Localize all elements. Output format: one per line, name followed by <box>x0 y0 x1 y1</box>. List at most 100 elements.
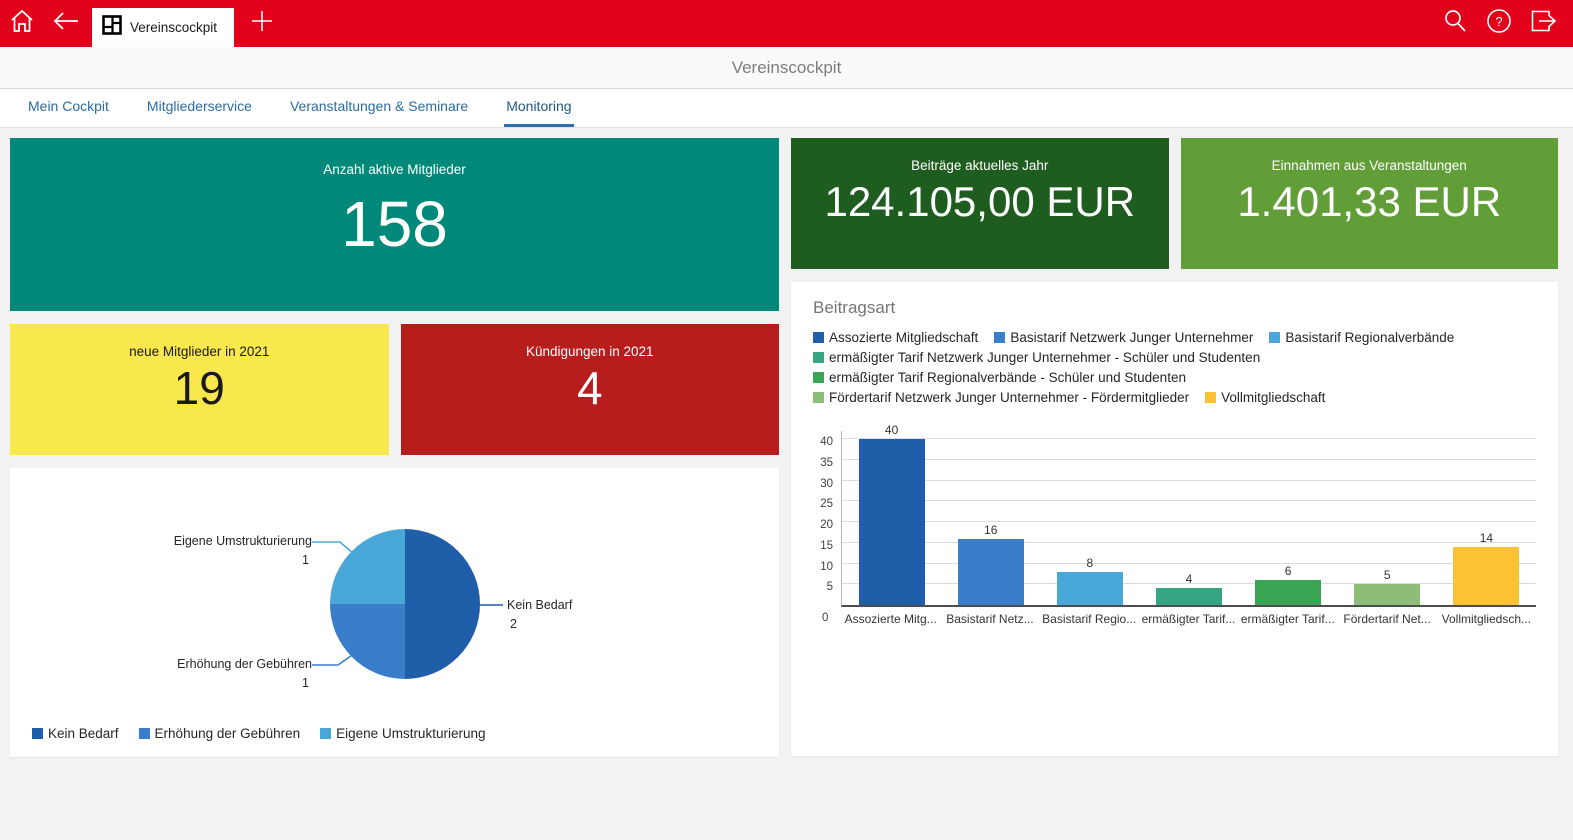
legend-item[interactable]: Kein Bedarf <box>32 726 119 741</box>
y-axis-tick: 20 <box>820 519 833 532</box>
tile-cancellations-label: Kündigungen in 2021 <box>525 344 654 359</box>
bar-chart[interactable]: 5 10 15 20 25 30 35 40 0 40 16 8 4 6 5 14 <box>813 423 1536 624</box>
bar-chart-y-axis: 5 10 15 20 25 30 35 40 <box>813 431 841 607</box>
legend-label: ermäßigter Tarif Netzwerk Junger Unterne… <box>829 350 1261 365</box>
legend-label: Basistarif Regionalverbände <box>1285 330 1455 345</box>
x-axis-category-label: Assozierte Mitg... <box>844 612 937 626</box>
bar[interactable] <box>1155 588 1222 605</box>
legend-swatch <box>813 332 824 343</box>
bar-chart-legend: Assozierte Mitgliedschaft Basistarif Netz… <box>813 330 1536 405</box>
bar[interactable] <box>1255 580 1322 605</box>
back-icon <box>52 10 80 37</box>
legend-swatch <box>1269 332 1281 343</box>
tile-new-members-value: 19 <box>173 362 225 414</box>
bar-value-label: 14 <box>1479 531 1494 546</box>
legend-label: Vollmitgliedschaft <box>1221 390 1326 405</box>
search-button[interactable] <box>1433 8 1477 39</box>
x-axis-category-label: Vollmitgliedsch... <box>1441 612 1532 626</box>
x-axis-category-label: Basistarif Regio... <box>1042 612 1137 626</box>
legend-item[interactable]: ermäßigter Tarif Netzwerk Junger Unterne… <box>813 350 1260 365</box>
bar-value-label: 4 <box>1185 572 1193 587</box>
bar[interactable] <box>1354 584 1421 605</box>
bar-value-label: 40 <box>884 423 899 438</box>
legend-label: Fördertarif Netzwerk Junger Unternehmer … <box>829 390 1190 405</box>
legend-item[interactable]: Fördertarif Netzwerk Junger Unternehmer … <box>813 390 1189 405</box>
legend-label: Eigene Umstrukturierung <box>336 726 486 741</box>
legend-item[interactable]: Erhöhung der Gebühren <box>138 726 300 741</box>
legend-swatch <box>813 392 824 403</box>
legend-swatch <box>1205 392 1217 403</box>
tab-veranstaltungen-seminare[interactable]: Veranstaltungen & Seminare <box>289 98 469 114</box>
home-button[interactable] <box>0 0 44 47</box>
legend-swatch <box>138 728 150 739</box>
pie-callout-kein-bedarf: Kein Bedarf 2 <box>507 598 573 632</box>
legend-item[interactable]: Assozierte Mitgliedschaft <box>813 330 978 345</box>
y-axis-tick: 30 <box>820 477 833 490</box>
legend-item[interactable]: ermäßigter Tarif Regionalverbände - Schü… <box>813 370 1186 385</box>
bar-value-label: 5 <box>1383 568 1391 583</box>
search-icon <box>1442 8 1468 39</box>
page-header: Vereinscockpit <box>0 47 1573 89</box>
tab-monitoring[interactable]: Monitoring <box>504 98 574 127</box>
tile-new-members-label: neue Mitglieder in 2021 <box>129 344 270 359</box>
bar-chart-x-labels: Assozierte Mitg... Basistarif Netz... Basi… <box>841 612 1536 626</box>
bar[interactable] <box>957 538 1024 605</box>
legend-item[interactable]: Basistarif Netzwerk Junger Unternehmer <box>994 330 1253 345</box>
y-axis-zero: 0 <box>822 612 829 624</box>
tile-active-members-label: Anzahl aktive Mitglieder <box>323 162 466 177</box>
y-axis-tick: 40 <box>820 436 833 449</box>
tile-cancellations-value: 4 <box>576 362 603 414</box>
dashboard-content: Anzahl aktive Mitglieder 158 neue Mitgli… <box>0 128 1573 757</box>
bar[interactable] <box>858 439 925 605</box>
legend-item[interactable]: Basistarif Regionalverbände <box>1269 330 1454 345</box>
y-axis-tick: 15 <box>820 539 833 552</box>
tile-fees-current-year[interactable]: Beiträge aktuelles Jahr 124.105,00 EUR <box>791 138 1169 269</box>
home-icon <box>9 8 35 39</box>
cockpit-tabstrip: Mein Cockpit Mitgliederservice Veranstal… <box>0 89 1573 128</box>
y-axis-tick: 5 <box>826 581 833 594</box>
tile-active-members-value: 158 <box>341 188 448 260</box>
legend-swatch <box>994 332 1006 343</box>
y-axis-tick: 10 <box>820 560 833 573</box>
new-tab-button[interactable] <box>234 0 290 47</box>
tab-mein-cockpit[interactable]: Mein Cockpit <box>28 98 109 114</box>
tile-active-members[interactable]: Anzahl aktive Mitglieder 158 <box>10 138 779 311</box>
x-axis-category-label: Fördertarif Net... <box>1343 612 1431 626</box>
logout-icon <box>1529 8 1557 39</box>
bar[interactable] <box>1453 547 1520 605</box>
legend-swatch <box>813 352 824 363</box>
pie-callout-erhoehung-gebuehren: Erhöhung der Gebühren 1 <box>177 657 312 691</box>
tile-event-income[interactable]: Einnahmen aus Veranstaltungen 1.401,33 E… <box>1180 138 1558 269</box>
tile-new-members[interactable]: neue Mitglieder in 2021 19 <box>10 324 389 455</box>
y-axis-tick: 35 <box>820 457 833 470</box>
app-tab-label: Vereinscockpit <box>130 20 218 35</box>
legend-label: Basistarif Netzwerk Junger Unternehmer <box>1010 330 1254 345</box>
bar-chart-title: Beitragsart <box>813 298 896 317</box>
legend-swatch <box>813 372 824 383</box>
svg-text:?: ? <box>1495 14 1502 29</box>
logout-button[interactable] <box>1521 8 1565 39</box>
legend-item[interactable]: Vollmitgliedschaft <box>1205 390 1325 405</box>
bar[interactable] <box>1056 571 1123 605</box>
help-button[interactable]: ? <box>1477 8 1521 39</box>
x-axis-category-label: ermäßigter Tarif... <box>1141 612 1236 626</box>
plus-icon <box>250 9 274 38</box>
tab-mitgliederservice[interactable]: Mitgliederservice <box>146 98 252 114</box>
legend-label: Kein Bedarf <box>48 726 119 741</box>
tile-cancellations[interactable]: Kündigungen in 2021 4 <box>400 324 779 455</box>
bar-value-label: 6 <box>1284 564 1292 579</box>
bar-value-label: 8 <box>1086 555 1094 570</box>
y-axis-tick: 25 <box>820 498 833 511</box>
x-axis-category-label: ermäßigter Tarif... <box>1240 612 1335 626</box>
legend-label: ermäßigter Tarif Regionalverbände - Schü… <box>829 370 1186 385</box>
back-button[interactable] <box>44 0 88 47</box>
tile-event-income-label: Einnahmen aus Veranstaltungen <box>1271 158 1467 173</box>
bar-chart-panel: Beitragsart Assozierte Mitgliedschaft Bas… <box>791 282 1558 756</box>
legend-item[interactable]: Eigene Umstrukturierung <box>320 726 485 741</box>
app-tab-vereinscockpit[interactable]: Vereinscockpit <box>92 8 234 47</box>
tile-event-income-value: 1.401,33 EUR <box>1237 178 1502 225</box>
bar-chart-plot: 0 40 16 8 4 6 5 14 <box>822 423 1536 624</box>
pie-chart[interactable] <box>330 529 480 679</box>
dashboard-grid-icon <box>102 15 122 40</box>
page-title: Vereinscockpit <box>731 57 842 77</box>
